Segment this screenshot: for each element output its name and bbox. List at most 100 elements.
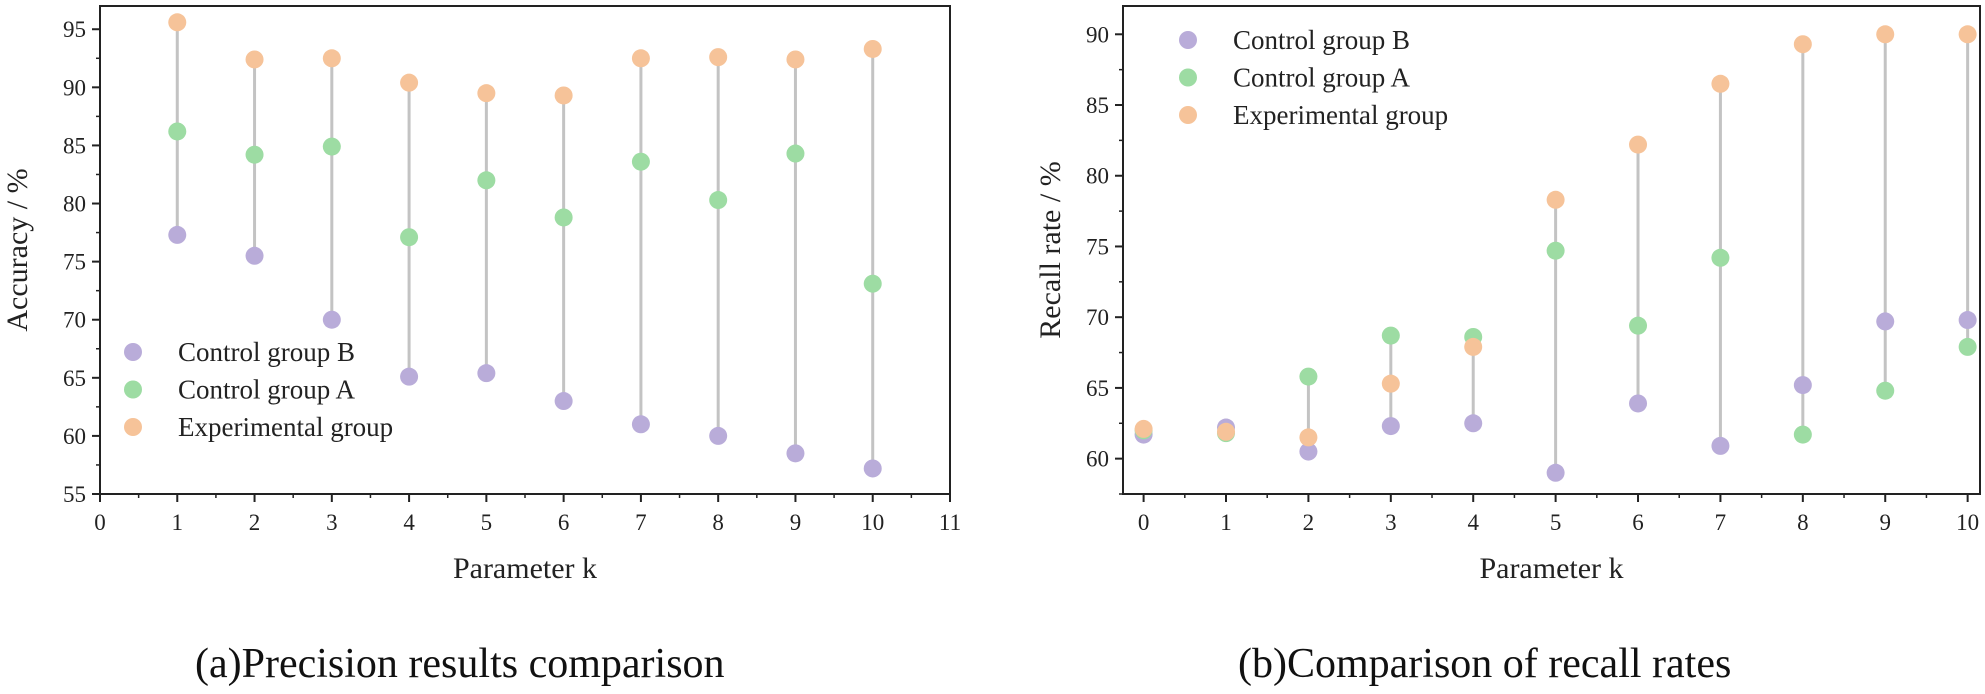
point-control-group-a [786,144,805,163]
x-tick-label: 0 [1138,510,1150,535]
y-tick-label: 75 [63,250,86,275]
legend-label: Control group B [1233,25,1410,55]
point-control-group-b [1711,436,1730,455]
point-control-group-a [477,171,496,190]
y-tick-label: 65 [1086,376,1109,401]
point-experimental-group [1793,35,1812,54]
x-tick-label: 3 [326,510,338,535]
point-experimental-group [1629,135,1648,154]
point-experimental-group [1546,190,1565,209]
point-control-group-b [168,225,187,244]
point-control-group-b [554,392,573,411]
x-tick-label: 11 [939,510,961,535]
x-tick-label: 10 [861,510,884,535]
y-tick-label: 80 [1086,164,1109,189]
y-tick-label: 70 [1086,305,1109,330]
point-experimental-group [1217,422,1236,441]
point-experimental-group [1134,419,1153,438]
y-tick-label: 70 [63,308,86,333]
point-experimental-group [477,84,496,103]
x-tick-label: 3 [1385,510,1397,535]
point-experimental-group [1464,337,1483,356]
point-experimental-group [322,49,341,68]
y-tick-label: 75 [1086,234,1109,259]
point-experimental-group [709,48,728,67]
caption-a: (a)Precision results comparison [195,641,725,687]
point-control-group-a [322,137,341,156]
point-experimental-group [168,13,187,32]
point-control-group-b [863,459,882,478]
x-tick-label: 8 [1797,510,1809,535]
caption-b: (b)Comparison of recall rates [1238,641,1732,687]
x-tick-label: 6 [558,510,570,535]
point-control-group-a [400,228,419,247]
x-tick-label: 9 [790,510,802,535]
point-control-group-b [1381,417,1400,436]
point-control-group-a [554,208,573,227]
point-control-group-b [631,415,650,434]
point-control-group-b [1546,463,1565,482]
y-tick-label: 80 [63,192,86,217]
point-control-group-a [709,191,728,210]
legend-marker [124,380,142,399]
legend-marker [1179,106,1197,124]
legend-marker [1179,31,1197,49]
y-axis-label: Accuracy / % [1,168,34,331]
point-control-group-b [1629,394,1648,413]
legend-label: Control group A [1233,63,1411,93]
legend-label: Experimental group [178,412,393,442]
point-experimental-group [1381,374,1400,393]
point-experimental-group [245,50,264,69]
point-control-group-b [322,310,341,329]
legend-label: Control group B [178,337,355,367]
y-tick-label: 90 [63,75,86,100]
y-tick-label: 65 [63,366,86,391]
y-tick-label: 85 [63,133,86,158]
x-tick-label: 7 [635,510,647,535]
y-tick-label: 55 [63,482,86,507]
y-tick-label: 90 [1086,22,1109,47]
point-control-group-a [1629,316,1648,335]
point-experimental-group [631,49,650,68]
point-experimental-group [554,86,573,105]
y-tick-label: 85 [1086,93,1109,118]
y-tick-label: 60 [63,424,86,449]
point-control-group-b [709,426,728,445]
point-control-group-a [1876,381,1895,400]
x-tick-label: 5 [481,510,493,535]
point-control-group-a [245,145,264,164]
x-tick-label: 4 [1467,510,1479,535]
point-control-group-a [631,152,650,171]
point-control-group-b [1299,442,1318,461]
x-tick-label: 4 [403,510,415,535]
point-control-group-b [1958,311,1977,330]
legend-label: Control group A [178,375,356,405]
point-control-group-a [1299,367,1318,386]
y-axis-label: Recall rate / % [1034,161,1067,338]
x-tick-label: 6 [1632,510,1644,535]
axes-frame [1122,5,1981,495]
x-tick-label: 1 [172,510,184,535]
point-experimental-group [1299,428,1318,447]
point-control-group-a [1546,241,1565,260]
point-control-group-b [245,246,264,265]
point-control-group-b [1876,312,1895,331]
panel-a-precision-chart: 0 1 2 3 4 5 6 7 8 9 10 11 55 60 65 70 75 80 85 90 95 Paramete… [1,5,961,585]
point-control-group-b [400,367,419,386]
point-control-group-a [168,122,187,141]
point-control-group-a [1958,337,1977,356]
legend-marker [124,343,142,361]
x-tick-label: 0 [94,510,106,535]
point-control-group-b [1464,414,1483,433]
point-experimental-group [786,50,805,69]
point-control-group-b [1793,376,1812,395]
point-experimental-group [1711,74,1730,93]
point-control-group-a [1711,248,1730,267]
x-axis-label: Parameter k [453,552,597,585]
x-tick-label: 2 [249,510,261,535]
point-experimental-group [1958,25,1977,44]
x-tick-label: 9 [1879,510,1891,535]
panel-b-recall-chart: 0 1 2 3 4 5 6 7 8 9 10 60 65 70 75 80 85 90 Parameter k Rec… [1034,5,1981,585]
x-tick-label: 7 [1715,510,1727,535]
